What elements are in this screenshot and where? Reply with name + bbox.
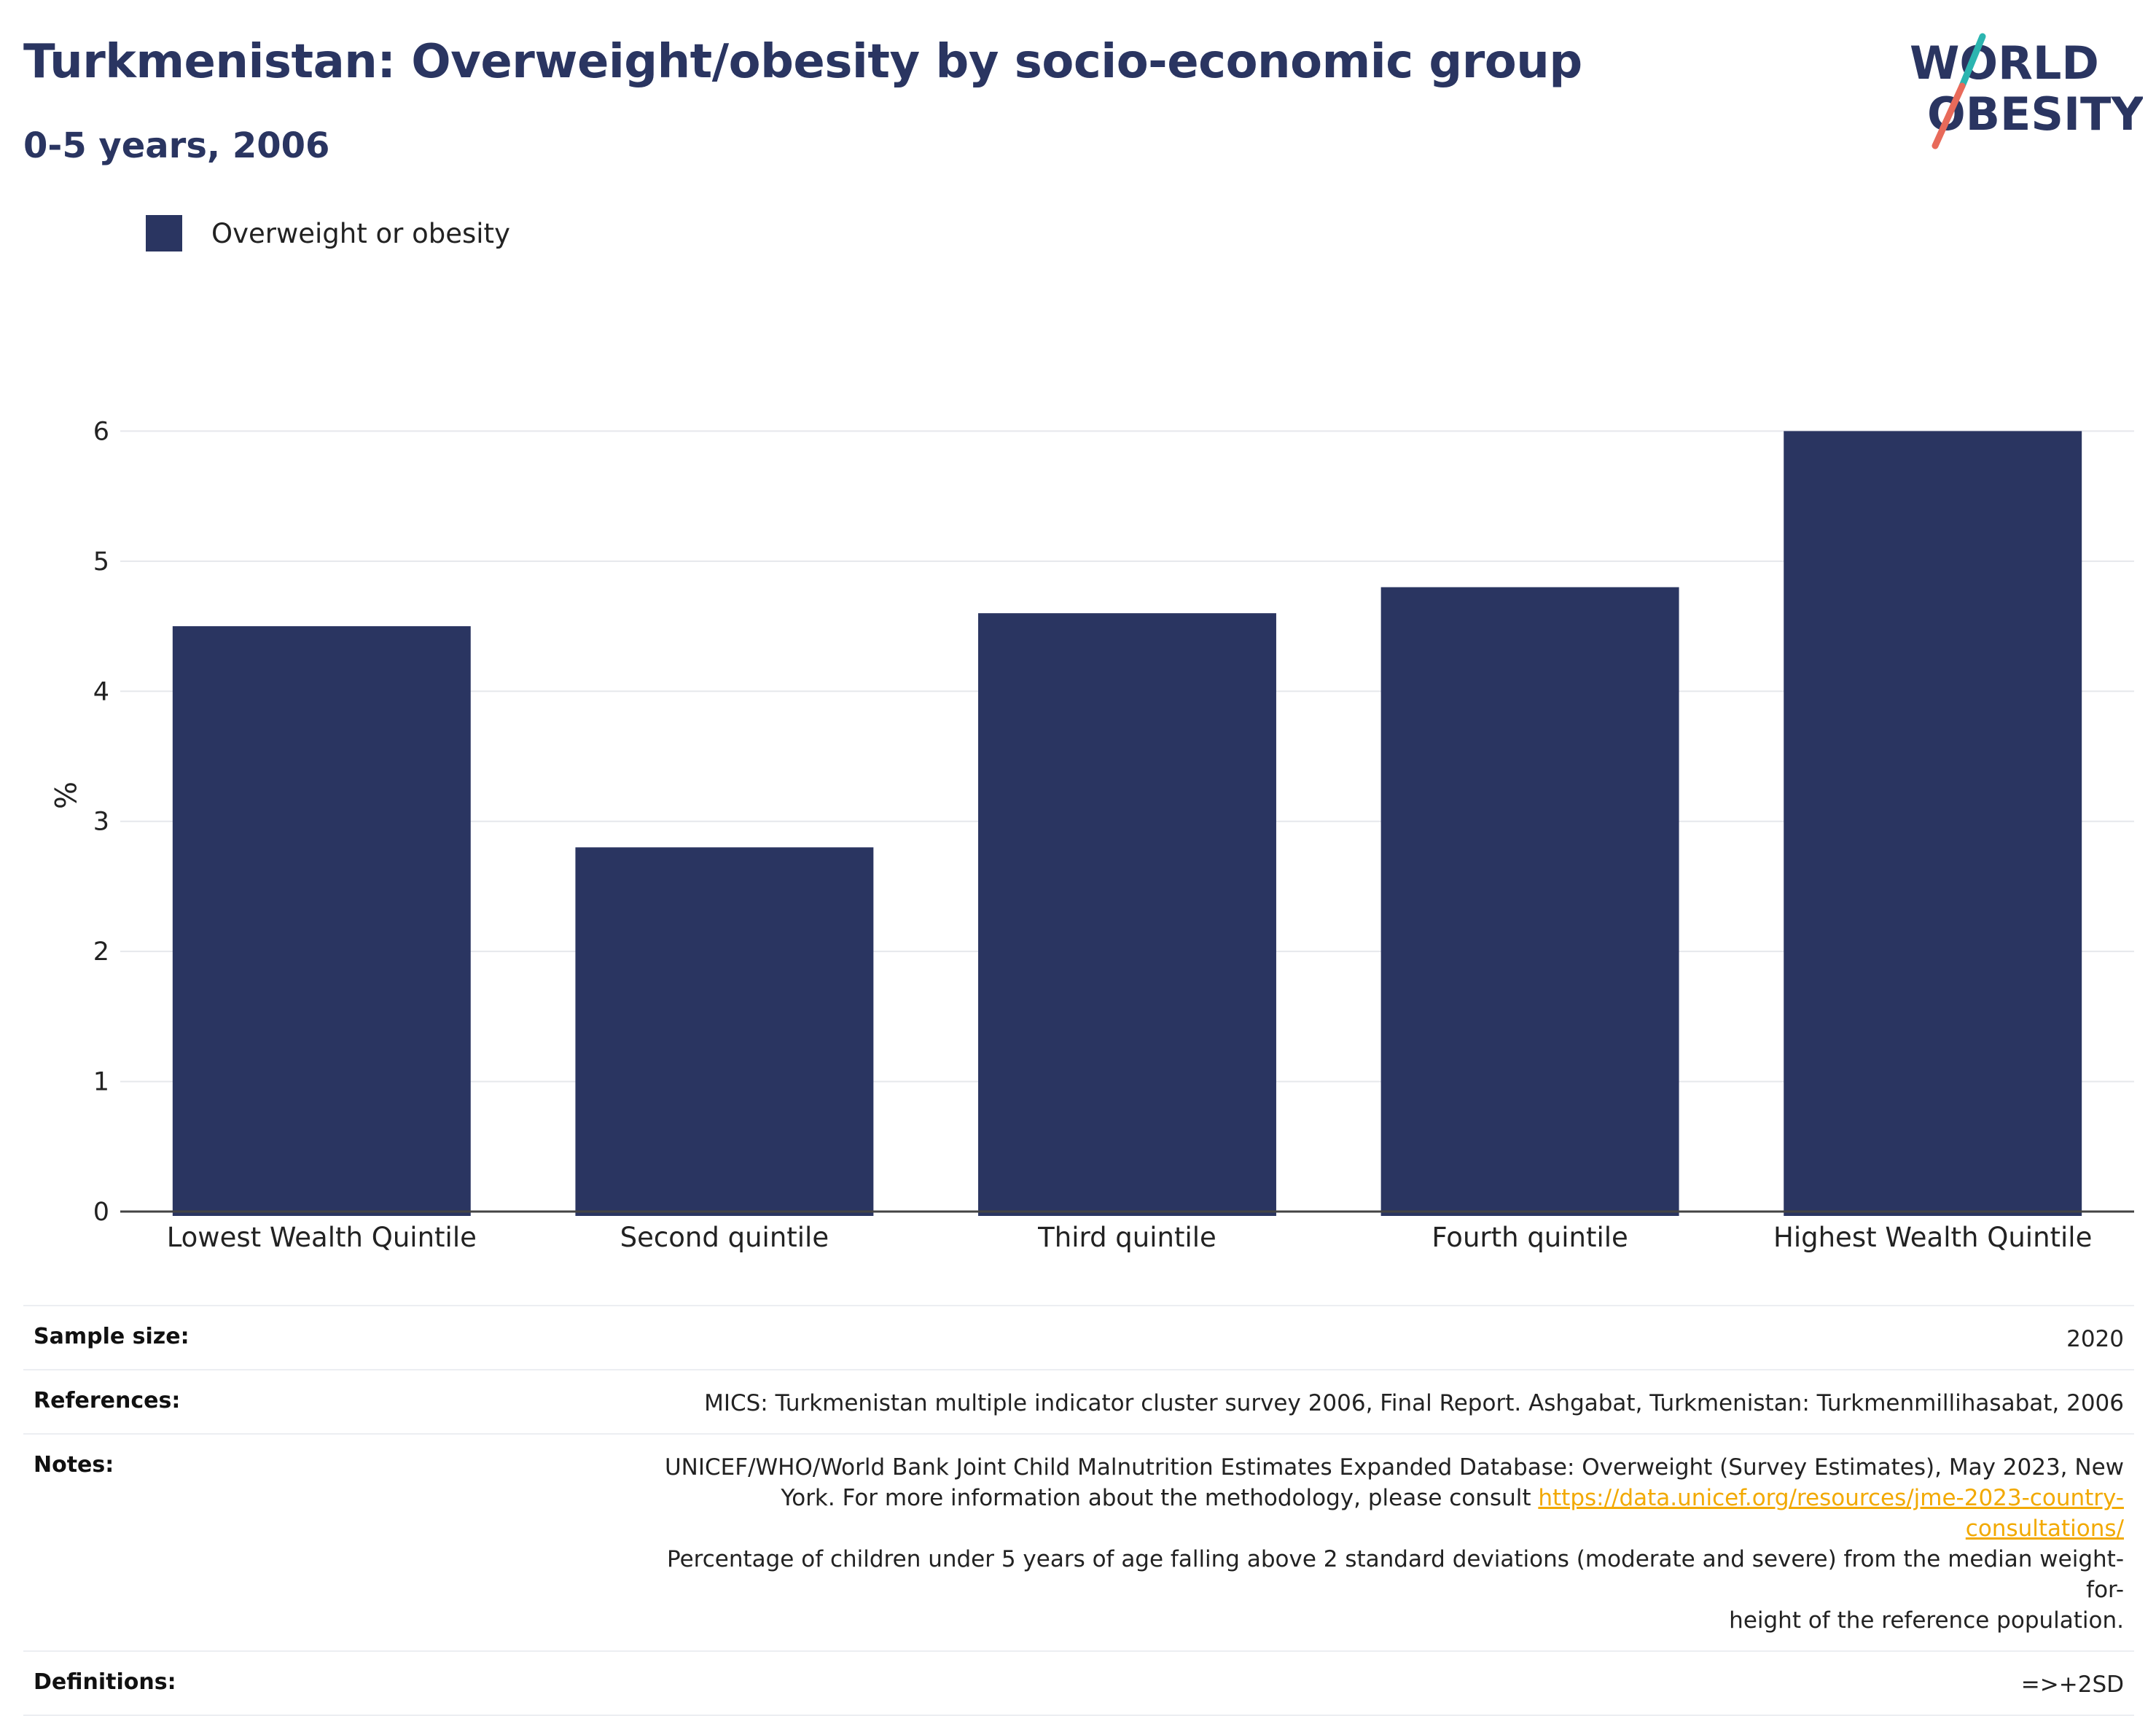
legend-swatch	[146, 215, 182, 251]
references-value: MICS: Turkmenistan multiple indicator cl…	[704, 1390, 2124, 1416]
references-row: References: MICS: Turkmenistan multiple …	[23, 1369, 2134, 1433]
definitions-row: Definitions: =>+2SD	[23, 1650, 2134, 1716]
bar-third-quintile	[978, 613, 1276, 1216]
bar-highest-wealth-quintile	[1784, 431, 2082, 1216]
x-tick-label: Second quintile	[620, 1222, 829, 1253]
notes-value: UNICEF/WHO/World Bank Joint Child Malnut…	[630, 1452, 2124, 1636]
legend[interactable]: Overweight or obesity	[146, 215, 510, 251]
notes-row: Notes: UNICEF/WHO/World Bank Joint Child…	[23, 1433, 2134, 1650]
logo-word-world: WORLD	[1910, 36, 2099, 90]
notes-line-1: UNICEF/WHO/World Bank Joint Child Malnut…	[664, 1454, 2124, 1481]
definitions-value: =>+2SD	[2020, 1672, 2124, 1698]
logo-slash-bottom	[1932, 82, 1966, 149]
methodology-link[interactable]: https://data.unicef.org/resources/jme-20…	[1538, 1485, 2124, 1542]
notes-label: Notes:	[34, 1452, 114, 1478]
bar-chart: 0 1 2 3 4 5 6% Lowest Wealth Quintile Second qui…	[47, 417, 2134, 1253]
notes-table: Sample size: 2020 References: MICS: Turk…	[23, 1305, 2134, 1716]
y-tick-label: 5	[93, 547, 109, 577]
x-tick-label: Third quintile	[1037, 1222, 1216, 1253]
x-tick-label: Fourth quintile	[1432, 1222, 1628, 1253]
references-label: References:	[34, 1388, 181, 1413]
logo-word-obesity: OBESITY	[1927, 87, 2143, 141]
bar-second-quintile	[575, 847, 874, 1216]
y-tick-label: 4	[93, 677, 109, 706]
definitions-label: Definitions:	[34, 1669, 176, 1695]
y-tick-label: 0	[93, 1198, 109, 1227]
notes-line-2: York. For more information about the met…	[630, 1483, 2124, 1544]
x-tick-label: Highest Wealth Quintile	[1773, 1222, 2092, 1253]
world-obesity-logo: WORLD OBESITY	[1910, 33, 2143, 149]
logo-slash-top	[1958, 33, 1986, 90]
sample-size-row: Sample size: 2020	[23, 1305, 2134, 1369]
chart-subtitle: 0-5 years, 2006	[23, 125, 330, 166]
y-tick-label: 2	[93, 937, 109, 967]
y-axis-label: %	[47, 781, 81, 809]
bar-lowest-wealth-quintile	[172, 626, 471, 1216]
x-tick-label: Lowest Wealth Quintile	[167, 1222, 477, 1253]
y-tick-label: 3	[93, 808, 109, 837]
y-tick-label: 1	[93, 1068, 109, 1097]
y-tick-label: 6	[93, 417, 109, 446]
notes-line-3: Percentage of children under 5 years of …	[666, 1546, 2124, 1603]
sample-size-value: 2020	[2066, 1326, 2124, 1352]
sample-size-label: Sample size:	[34, 1324, 190, 1349]
notes-line-2-text: York. For more information about the met…	[781, 1485, 1539, 1511]
chart-title: Turkmenistan: Overweight/obesity by soci…	[23, 35, 1582, 89]
notes-line-4: height of the reference population.	[1729, 1607, 2124, 1634]
bar-fourth-quintile	[1380, 587, 1679, 1216]
legend-label: Overweight or obesity	[211, 217, 510, 249]
